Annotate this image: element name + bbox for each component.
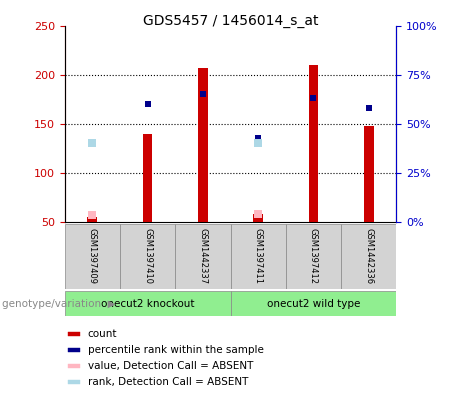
Text: value, Detection Call = ABSENT: value, Detection Call = ABSENT (88, 361, 253, 371)
Bar (341, 224, 396, 289)
Bar (68, 332, 80, 336)
Text: onecut2 knockout: onecut2 knockout (101, 299, 194, 309)
Text: genotype/variation  ▶: genotype/variation ▶ (2, 299, 116, 309)
Bar (175, 224, 230, 289)
Bar (120, 224, 175, 289)
Bar (87, 217, 97, 222)
Bar (308, 65, 319, 222)
Text: GSM1397410: GSM1397410 (143, 228, 152, 285)
Text: GSM1397411: GSM1397411 (254, 228, 263, 285)
Bar (68, 380, 80, 384)
Bar (364, 126, 374, 222)
Bar (65, 291, 230, 316)
Text: GSM1397409: GSM1397409 (88, 228, 97, 285)
Bar (230, 291, 396, 316)
Text: GSM1442337: GSM1442337 (198, 228, 207, 285)
Bar (230, 224, 286, 289)
Bar (286, 224, 341, 289)
Bar (142, 134, 153, 222)
Text: percentile rank within the sample: percentile rank within the sample (88, 345, 264, 355)
Text: count: count (88, 329, 117, 339)
Text: onecut2 wild type: onecut2 wild type (267, 299, 360, 309)
Bar (68, 364, 80, 368)
Text: rank, Detection Call = ABSENT: rank, Detection Call = ABSENT (88, 377, 248, 387)
Text: GSM1397412: GSM1397412 (309, 228, 318, 285)
Text: GSM1442336: GSM1442336 (364, 228, 373, 285)
Bar (68, 348, 80, 352)
Bar (198, 68, 208, 222)
Bar (253, 214, 263, 222)
Text: GDS5457 / 1456014_s_at: GDS5457 / 1456014_s_at (143, 14, 318, 28)
Bar (65, 224, 120, 289)
